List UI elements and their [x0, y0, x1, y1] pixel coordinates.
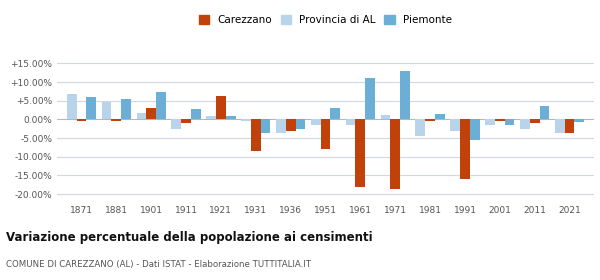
Bar: [286, 120, 296, 131]
Bar: [365, 78, 375, 120]
Bar: [505, 120, 514, 125]
Bar: [485, 120, 495, 125]
Bar: [276, 120, 286, 132]
Bar: [425, 120, 435, 121]
Bar: [172, 120, 181, 129]
Bar: [251, 120, 260, 151]
Bar: [320, 120, 331, 149]
Bar: [495, 120, 505, 121]
Bar: [216, 96, 226, 120]
Bar: [146, 108, 156, 120]
Bar: [539, 106, 550, 120]
Bar: [296, 120, 305, 129]
Bar: [555, 120, 565, 132]
Text: Variazione percentuale della popolazione ai censimenti: Variazione percentuale della popolazione…: [6, 231, 373, 244]
Bar: [565, 120, 574, 132]
Bar: [156, 92, 166, 120]
Bar: [181, 120, 191, 123]
Bar: [460, 120, 470, 179]
Bar: [435, 114, 445, 120]
Bar: [400, 71, 410, 120]
Bar: [112, 120, 121, 121]
Bar: [260, 120, 271, 132]
Bar: [520, 120, 530, 129]
Bar: [391, 120, 400, 188]
Bar: [451, 120, 460, 131]
Bar: [311, 120, 320, 125]
Bar: [226, 116, 236, 120]
Bar: [206, 116, 216, 120]
Bar: [380, 115, 391, 120]
Bar: [121, 99, 131, 120]
Bar: [346, 120, 355, 125]
Bar: [415, 120, 425, 136]
Bar: [331, 108, 340, 120]
Bar: [86, 97, 96, 120]
Bar: [530, 120, 539, 123]
Text: COMUNE DI CAREZZANO (AL) - Dati ISTAT - Elaborazione TUTTITALIA.IT: COMUNE DI CAREZZANO (AL) - Dati ISTAT - …: [6, 260, 311, 269]
Bar: [101, 102, 112, 120]
Bar: [77, 120, 86, 121]
Bar: [191, 109, 200, 120]
Bar: [67, 94, 77, 120]
Bar: [137, 113, 146, 120]
Bar: [470, 120, 479, 140]
Legend: Carezzano, Provincia di AL, Piemonte: Carezzano, Provincia di AL, Piemonte: [199, 15, 452, 25]
Bar: [355, 120, 365, 187]
Bar: [574, 120, 584, 122]
Bar: [241, 120, 251, 121]
